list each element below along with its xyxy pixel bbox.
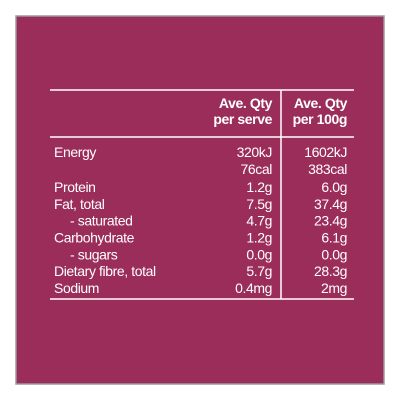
- table-lines: [50, 89, 354, 300]
- cell-value: 7.5g: [246, 196, 272, 212]
- cell-value: 1602kJ: [304, 144, 347, 160]
- cell-value: 37.4g: [314, 196, 347, 212]
- cell-value: 6.0g: [321, 179, 347, 195]
- cell-value: 5.7g: [246, 263, 272, 279]
- cell-value: 76cal: [241, 161, 273, 177]
- cell-value: 1.2g: [246, 179, 272, 195]
- cell-value: 2mg: [321, 280, 347, 296]
- column-header: per serve: [213, 111, 272, 127]
- row-label: - sugars: [70, 246, 118, 262]
- cell-value: 320kJ: [237, 144, 272, 160]
- row-label: Dietary fibre, total: [54, 263, 156, 279]
- cell-value: 0.0g: [321, 246, 347, 262]
- cell-value: 1.2g: [246, 230, 272, 246]
- cell-value: 28.3g: [314, 263, 347, 279]
- cell-value: 0.4mg: [235, 280, 272, 296]
- row-label: Fat, total: [54, 196, 105, 212]
- column-header: Ave. Qty: [219, 95, 273, 111]
- row-label: Sodium: [54, 280, 99, 296]
- row-label: Energy: [54, 144, 96, 160]
- row-label: - saturated: [70, 213, 133, 229]
- cell-value: 4.7g: [246, 213, 272, 229]
- column-header: per 100g: [293, 111, 347, 127]
- cell-value: 0.0g: [246, 246, 272, 262]
- column-header: Ave. Qty: [294, 95, 348, 111]
- background-panel: [15, 15, 385, 385]
- row-label: Protein: [54, 179, 96, 195]
- cell-value: 6.1g: [321, 230, 347, 246]
- cell-value: 23.4g: [314, 213, 347, 229]
- cell-value: 383cal: [308, 161, 347, 177]
- row-label: Carbohydrate: [54, 230, 135, 246]
